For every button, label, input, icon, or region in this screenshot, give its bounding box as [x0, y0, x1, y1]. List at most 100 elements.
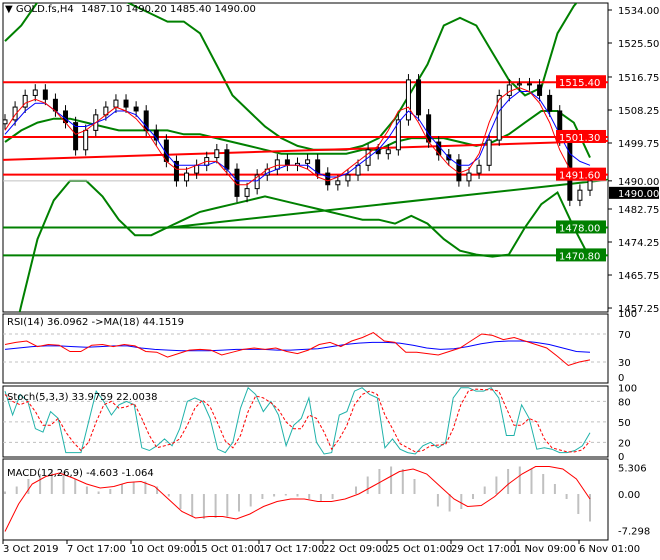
level-label: 1491.60 [559, 171, 600, 182]
candle-body [133, 106, 139, 112]
candle-body [506, 84, 512, 96]
candle-body [325, 172, 331, 186]
date-tick-label: 29 Oct 17:00 [451, 544, 516, 555]
rsi-ma-line [4, 340, 591, 353]
candle-body [305, 159, 311, 164]
macd-tick-label: 5.306 [618, 463, 647, 474]
panel-frame-3 [2, 458, 609, 541]
trend-line-resistance [3, 139, 608, 161]
candle-body [274, 159, 280, 170]
symbol-label: GOLD.fs,H4 [15, 4, 74, 15]
price-tick-label: 1474.25 [618, 238, 659, 249]
level-label: 1470.80 [559, 251, 600, 262]
candle-body [194, 164, 200, 174]
stoch-tick-label: 0 [618, 452, 624, 463]
stoch-tick-label: 20 [618, 438, 631, 449]
candle-body [113, 99, 119, 108]
candle-body [345, 174, 351, 182]
stoch-tick-label: 80 [618, 397, 631, 408]
date-tick-label: 25 Oct 01:00 [387, 544, 452, 555]
macd-label: MACD(12,26,9) -4.603 -1.064 [7, 468, 154, 479]
candle-body [73, 122, 79, 151]
candle-body [244, 188, 250, 197]
date-tick-label: 17 Oct 17:00 [259, 544, 324, 555]
candle-body [42, 89, 48, 100]
level-label: 1478.00 [559, 223, 600, 234]
price-tick-label: 1534.00 [618, 6, 659, 17]
level-label-bg [556, 248, 606, 262]
level-label: 1515.40 [559, 78, 600, 89]
price-tick-label: 1465.75 [618, 271, 659, 282]
price-tick-label: 1457.25 [618, 304, 659, 315]
candle-body [547, 94, 553, 112]
bollinger-middle-line [4, 110, 591, 159]
stoch-d-line [4, 388, 591, 453]
date-tick-label: 7 Oct 17:00 [67, 544, 126, 555]
candle-body [335, 180, 341, 186]
candle-body [254, 174, 260, 190]
price-tick-label: 1490.00 [618, 177, 659, 188]
candle-body [184, 172, 190, 182]
date-tick-label: 3 Oct 2019 [3, 544, 58, 555]
candle-body [123, 99, 129, 108]
rsi-tick-label: 30 [618, 358, 631, 369]
date-tick-label: 1 Nov 09:00 [515, 544, 576, 555]
candle-body [405, 79, 411, 121]
candle-body [466, 172, 472, 182]
candle-body [32, 89, 38, 96]
price-tick-label: 1499.75 [618, 139, 659, 150]
candle-body [224, 149, 230, 170]
macd-signal-line [4, 466, 591, 532]
candle-body [284, 159, 290, 166]
date-tick-label: 10 Oct 09:00 [131, 544, 196, 555]
trend-line-support [166, 178, 608, 229]
date-tick-label: 15 Oct 01:00 [195, 544, 260, 555]
bollinger-lower-line [18, 179, 591, 312]
candle-body [395, 119, 401, 151]
candle-body [496, 94, 502, 141]
stoch-k-line [4, 386, 591, 455]
bollinger-upper-line [4, 3, 578, 151]
candle-body [456, 159, 462, 182]
candle-body [315, 159, 321, 174]
candle-body [385, 149, 391, 155]
candle-body [537, 84, 543, 96]
candle-body [52, 98, 58, 112]
level-label-bg [556, 167, 606, 181]
price-tick-label: 1482.75 [618, 205, 659, 216]
level-label-bg [556, 75, 606, 89]
price-tick-label: 1508.25 [618, 106, 659, 117]
rsi-tick-label: 70 [618, 330, 631, 341]
collapse-triangle-icon[interactable]: ▼ [5, 4, 13, 15]
price-tick-label: 1525.50 [618, 39, 659, 50]
price-plot [3, 3, 608, 312]
rsi-line [4, 332, 591, 367]
candle-body [476, 164, 482, 174]
stoch-tick-label: 50 [618, 418, 631, 429]
price-tick-label: 1516.75 [618, 73, 659, 84]
ma-fast-line [4, 87, 591, 186]
date-tick-label: 6 Nov 01:00 [579, 544, 640, 555]
candle-body [426, 114, 432, 143]
panel-frame-1 [2, 313, 609, 384]
candle-body [577, 189, 583, 201]
current-price-label: 1490.00 [618, 189, 659, 200]
candle-body [173, 160, 179, 182]
rsi-tick-label: 0 [618, 373, 624, 384]
candle-body [516, 83, 522, 86]
current-price-bg [609, 186, 659, 199]
candle-body [486, 139, 492, 166]
candle-body [3, 119, 8, 125]
level-label-bg [556, 220, 606, 234]
macd-tick-label: 0.00 [618, 490, 640, 501]
date-tick-label: 22 Oct 09:00 [323, 544, 388, 555]
candle-body [214, 149, 220, 159]
candle-body [12, 106, 18, 121]
chart-header: ▼ GOLD.fs,H4 1487.10 1490.20 1485.40 149… [5, 4, 256, 15]
rsi-label: RSI(14) 36.0962 ->MA(18) 44.1519 [7, 317, 184, 328]
level-label: 1501.30 [559, 133, 600, 144]
candle-body [22, 94, 28, 108]
candle-body [83, 129, 89, 151]
